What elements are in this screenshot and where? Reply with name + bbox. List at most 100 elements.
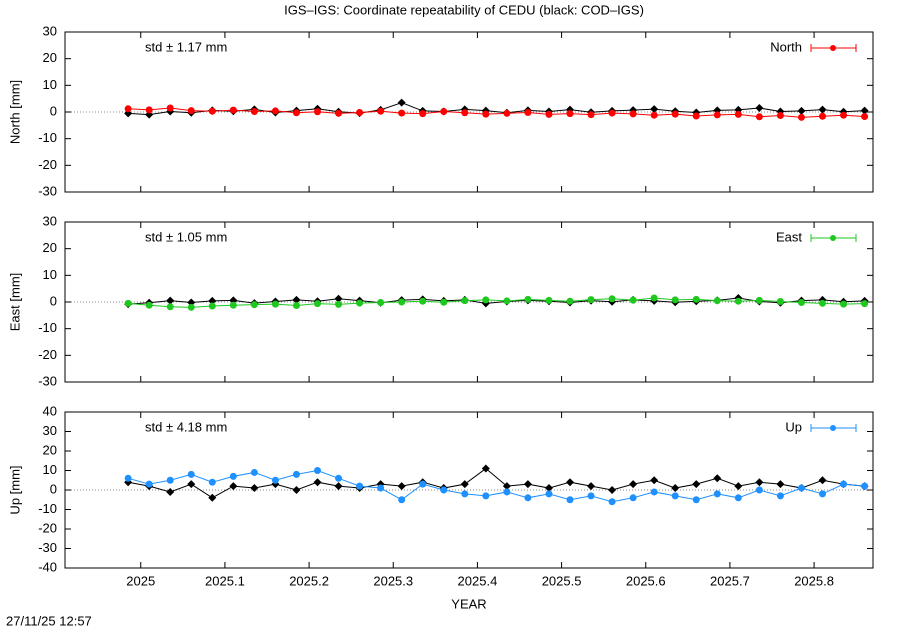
point — [587, 111, 595, 119]
point — [650, 294, 658, 302]
y-tick-label: -20 — [38, 520, 57, 535]
point — [250, 468, 258, 476]
point — [334, 482, 343, 491]
point — [187, 480, 196, 489]
point — [566, 297, 574, 305]
point — [587, 482, 596, 491]
point — [335, 474, 343, 482]
point — [292, 470, 300, 478]
point — [503, 109, 511, 117]
point — [124, 105, 132, 113]
x-tick-label: 2025 — [126, 573, 155, 588]
y-tick-label: 10 — [43, 77, 57, 92]
point — [271, 107, 279, 115]
point — [292, 109, 300, 117]
point — [503, 297, 511, 305]
point — [860, 106, 869, 115]
y-tick-label: -20 — [38, 157, 57, 172]
point — [797, 484, 805, 492]
point — [692, 480, 701, 489]
y-tick-label: -30 — [38, 540, 57, 555]
point — [629, 480, 638, 489]
point — [229, 482, 238, 491]
point — [377, 299, 385, 307]
point — [398, 298, 406, 306]
point — [776, 297, 784, 305]
point — [629, 110, 637, 118]
point — [524, 295, 532, 303]
series-line — [127, 469, 865, 503]
point — [166, 476, 174, 484]
point — [797, 299, 805, 307]
point — [608, 486, 617, 494]
point — [419, 110, 427, 118]
point — [797, 106, 806, 115]
point — [566, 110, 574, 118]
point — [419, 297, 427, 305]
point — [840, 480, 848, 488]
point — [734, 110, 742, 118]
point — [734, 494, 742, 502]
point — [650, 488, 658, 496]
point — [313, 478, 322, 487]
point — [608, 498, 616, 506]
point — [692, 295, 700, 303]
point — [208, 302, 216, 310]
point — [356, 109, 364, 117]
point — [334, 294, 343, 303]
annotation: std ± 1.05 mm — [145, 229, 227, 244]
legend-label: East — [776, 229, 802, 244]
y-tick-label: 30 — [43, 23, 57, 38]
y-tick-label: 40 — [43, 403, 57, 418]
panel: -30 -20 -10 0 10 20 30 East [mm] std ± 1.05 mm Ea… — [7, 213, 874, 388]
point — [524, 494, 532, 502]
y-tick-label: 0 — [50, 481, 57, 496]
point — [671, 484, 680, 493]
point — [229, 301, 237, 309]
point — [545, 296, 553, 304]
x-axis-label: YEAR — [451, 596, 486, 611]
point — [840, 111, 848, 119]
point — [482, 296, 490, 304]
point — [608, 109, 616, 117]
point — [566, 496, 574, 504]
point — [377, 107, 385, 115]
y-tick-label: -20 — [38, 347, 57, 362]
point — [734, 297, 742, 305]
y-tick-label: -10 — [38, 320, 57, 335]
point — [861, 300, 869, 308]
point — [713, 111, 721, 119]
point — [166, 303, 174, 311]
point — [503, 488, 511, 496]
point — [335, 109, 343, 117]
y-tick-label: 0 — [50, 293, 57, 308]
point — [713, 490, 721, 498]
point — [314, 108, 321, 116]
x-tick-label: 2025.3 — [373, 573, 413, 588]
y-axis-label: Up [mm] — [7, 465, 22, 514]
point — [861, 482, 869, 490]
point — [461, 490, 469, 498]
y-tick-label: -10 — [38, 501, 57, 516]
x-tick-label: 2025.4 — [458, 573, 498, 588]
legend-marker — [830, 235, 836, 241]
point — [187, 470, 195, 478]
point — [713, 474, 722, 483]
point — [292, 301, 300, 309]
point — [124, 474, 132, 482]
timestamp: 27/11/25 12:57 — [6, 613, 92, 628]
annotation: std ± 1.17 mm — [145, 39, 227, 54]
x-tick-label: 2025.7 — [710, 573, 750, 588]
point — [440, 107, 448, 115]
point — [250, 107, 258, 115]
legend-label: Up — [785, 419, 802, 434]
point — [819, 490, 826, 498]
point — [250, 301, 258, 309]
y-axis-label: North [mm] — [7, 80, 22, 144]
point — [124, 299, 132, 307]
y-tick-label: -10 — [38, 130, 57, 145]
point — [461, 109, 469, 117]
point — [208, 478, 216, 486]
point — [145, 480, 153, 488]
point — [713, 297, 721, 305]
